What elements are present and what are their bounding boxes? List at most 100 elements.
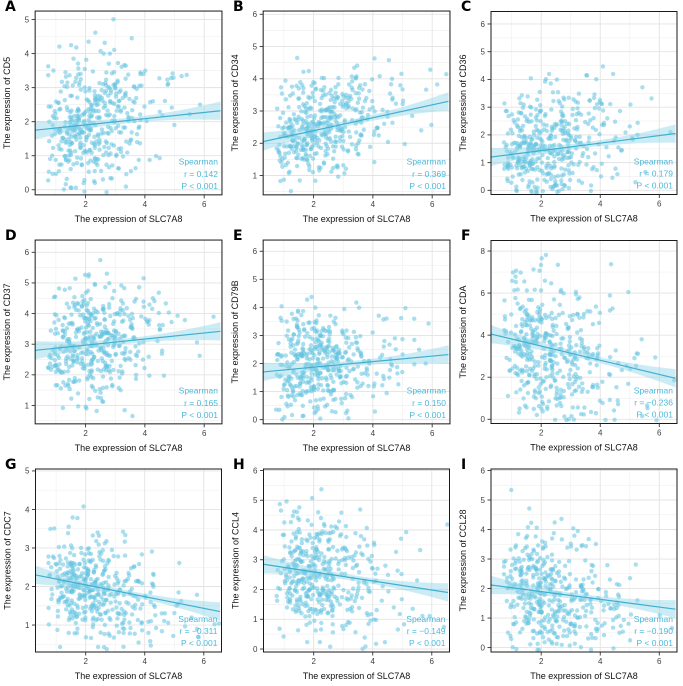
- x-axis-title: The expression of SLC7A8: [303, 443, 411, 453]
- panel-letter: H: [233, 457, 245, 473]
- svg-text:0: 0: [481, 415, 486, 424]
- svg-text:4: 4: [481, 75, 486, 84]
- scatter-plot-CD79B: 2 4 6 0 1 2 3 4 5 6 The expression of SLC7A8 The ex…: [230, 239, 451, 453]
- x-axis-title: The expression of SLC7A8: [303, 671, 411, 681]
- svg-text:2: 2: [25, 582, 30, 591]
- svg-text:6: 6: [202, 200, 207, 209]
- grid-minor: [263, 240, 450, 424]
- x-axis-title: The expression of SLC7A8: [75, 214, 183, 224]
- scatter-points: [502, 252, 677, 423]
- svg-text:1: 1: [25, 401, 30, 410]
- svg-text:3: 3: [25, 544, 30, 553]
- panel-I: I 2 4 6 0 1 2 3 4 5 6 The expression of SLC7A8 The e…: [456, 457, 683, 686]
- svg-text:1: 1: [253, 171, 258, 180]
- panel-border: [262, 10, 451, 196]
- svg-text:1: 1: [25, 152, 30, 161]
- y-axis-title: The expression of CCL28: [458, 509, 468, 611]
- panel-border: [490, 11, 678, 195]
- trend-line: [490, 333, 676, 379]
- x-axis-title: The expression of SLC7A8: [530, 443, 638, 453]
- panel-letter: A: [5, 0, 16, 15]
- scatter-plot-CD37: 2 4 6 1 2 3 4 5 6 The expression of SLC7A8 The exp…: [2, 239, 223, 453]
- x-axis-title: The expression of SLC7A8: [75, 671, 183, 681]
- svg-text:4: 4: [253, 526, 258, 535]
- svg-text:5: 5: [25, 467, 30, 476]
- svg-text:2: 2: [253, 359, 258, 368]
- panel-H: H 2 4 6 0 1 2 3 4 5 6 The expression of SLC7A8 The e…: [228, 457, 456, 686]
- x-axis-title: The expression of SLC7A8: [303, 214, 411, 224]
- svg-text:2: 2: [253, 139, 258, 148]
- svg-text:2: 2: [311, 429, 316, 438]
- y-axis-title: The expression of CDC7: [3, 511, 13, 610]
- p-value-label: P < 0.001: [409, 410, 446, 420]
- r-value-label: r = −0.311: [179, 626, 217, 636]
- svg-text:6: 6: [430, 657, 435, 666]
- scatter-points: [46, 257, 216, 419]
- svg-text:5: 5: [253, 275, 258, 284]
- panel-border: [35, 468, 222, 653]
- axis-ticks: [259, 250, 433, 428]
- svg-text:4: 4: [25, 49, 30, 58]
- svg-text:1: 1: [253, 615, 258, 624]
- svg-text:4: 4: [253, 75, 258, 84]
- svg-text:6: 6: [657, 657, 662, 666]
- svg-text:2: 2: [253, 585, 258, 594]
- svg-text:0: 0: [481, 643, 486, 652]
- axis-ticks: [32, 470, 205, 656]
- p-value-label: P < 0.001: [637, 638, 674, 648]
- svg-text:2: 2: [83, 429, 88, 438]
- grid-major: [491, 11, 677, 195]
- svg-text:2: 2: [83, 200, 88, 209]
- p-value-label: P < 0.001: [181, 410, 218, 420]
- svg-text:6: 6: [25, 248, 30, 257]
- tick-labels: 2 4 6 1 2 3 4 5 6: [253, 10, 435, 209]
- r-value-label: r = −0.190: [634, 626, 673, 636]
- tick-labels: 2 4 6 1 2 3 4 5 6: [25, 248, 207, 438]
- scatter-points: [46, 17, 203, 195]
- panel-D: D 2 4 6 1 2 3 4 5 6 The expression of SLC7A8 The ex…: [0, 228, 228, 458]
- p-value-label: P < 0.001: [181, 181, 218, 191]
- panel-G: G 2 4 6 1 2 3 4 5 The expression of SLC7A8 The exp…: [0, 457, 228, 686]
- svg-text:1: 1: [25, 621, 30, 630]
- correlation-annotation: Spearman r = 0.369 P < 0.001: [407, 157, 447, 191]
- correlation-annotation: Spearman r = −0.149 P < 0.001: [406, 614, 445, 648]
- svg-text:4: 4: [598, 429, 603, 438]
- svg-text:2: 2: [539, 657, 544, 666]
- scatter-points: [46, 504, 222, 652]
- scatter-points: [501, 487, 675, 653]
- correlation-annotation: Spearman r = −0.236 P < 0.001: [634, 386, 673, 420]
- svg-text:4: 4: [143, 200, 148, 209]
- svg-text:2: 2: [539, 200, 544, 209]
- svg-text:3: 3: [25, 83, 30, 92]
- scatter-plot-CD36: 2 4 6 0 1 2 3 4 5 6 The expression of SLC7A8 The ex…: [458, 11, 678, 224]
- svg-text:6: 6: [430, 429, 435, 438]
- svg-text:2: 2: [83, 657, 88, 666]
- svg-text:6: 6: [657, 429, 662, 438]
- trend-line: [263, 563, 449, 594]
- method-label: Spearman: [407, 157, 447, 167]
- scatter-points: [274, 294, 431, 422]
- trend-line: [35, 110, 221, 131]
- y-axis-title: The expression of CD5: [2, 57, 12, 149]
- svg-text:4: 4: [598, 200, 603, 209]
- svg-text:4: 4: [371, 200, 376, 209]
- r-value-label: r = −0.236: [634, 398, 673, 408]
- svg-text:6: 6: [202, 429, 207, 438]
- panel-border: [490, 240, 678, 424]
- svg-text:6: 6: [481, 20, 486, 29]
- trend-line: [263, 353, 449, 373]
- svg-text:4: 4: [481, 331, 486, 340]
- correlation-annotation: Spearman r = 0.179 P < 0.001: [634, 157, 673, 191]
- tick-labels: 2 4 6 1 2 3 4 5: [25, 467, 207, 666]
- r-value-label: r = 0.142: [184, 169, 218, 179]
- p-value-label: P < 0.001: [409, 638, 446, 648]
- tick-labels: 2 4 6 0 1 2 3 4 5 6: [481, 466, 663, 666]
- trend-line: [490, 584, 676, 610]
- panel-A: A 2 4 6 0 1 2 3 4 5 The expression of SLC7A8 The ex…: [0, 0, 228, 229]
- svg-text:3: 3: [253, 107, 258, 116]
- panel-B: B 2 4 6 1 2 3 4 5 6 The expression of SLC7A8 The ex…: [228, 0, 456, 229]
- svg-text:8: 8: [481, 247, 486, 256]
- tick-labels: 2 4 6 0 2 4 6 8: [481, 247, 663, 438]
- method-label: Spearman: [634, 614, 673, 624]
